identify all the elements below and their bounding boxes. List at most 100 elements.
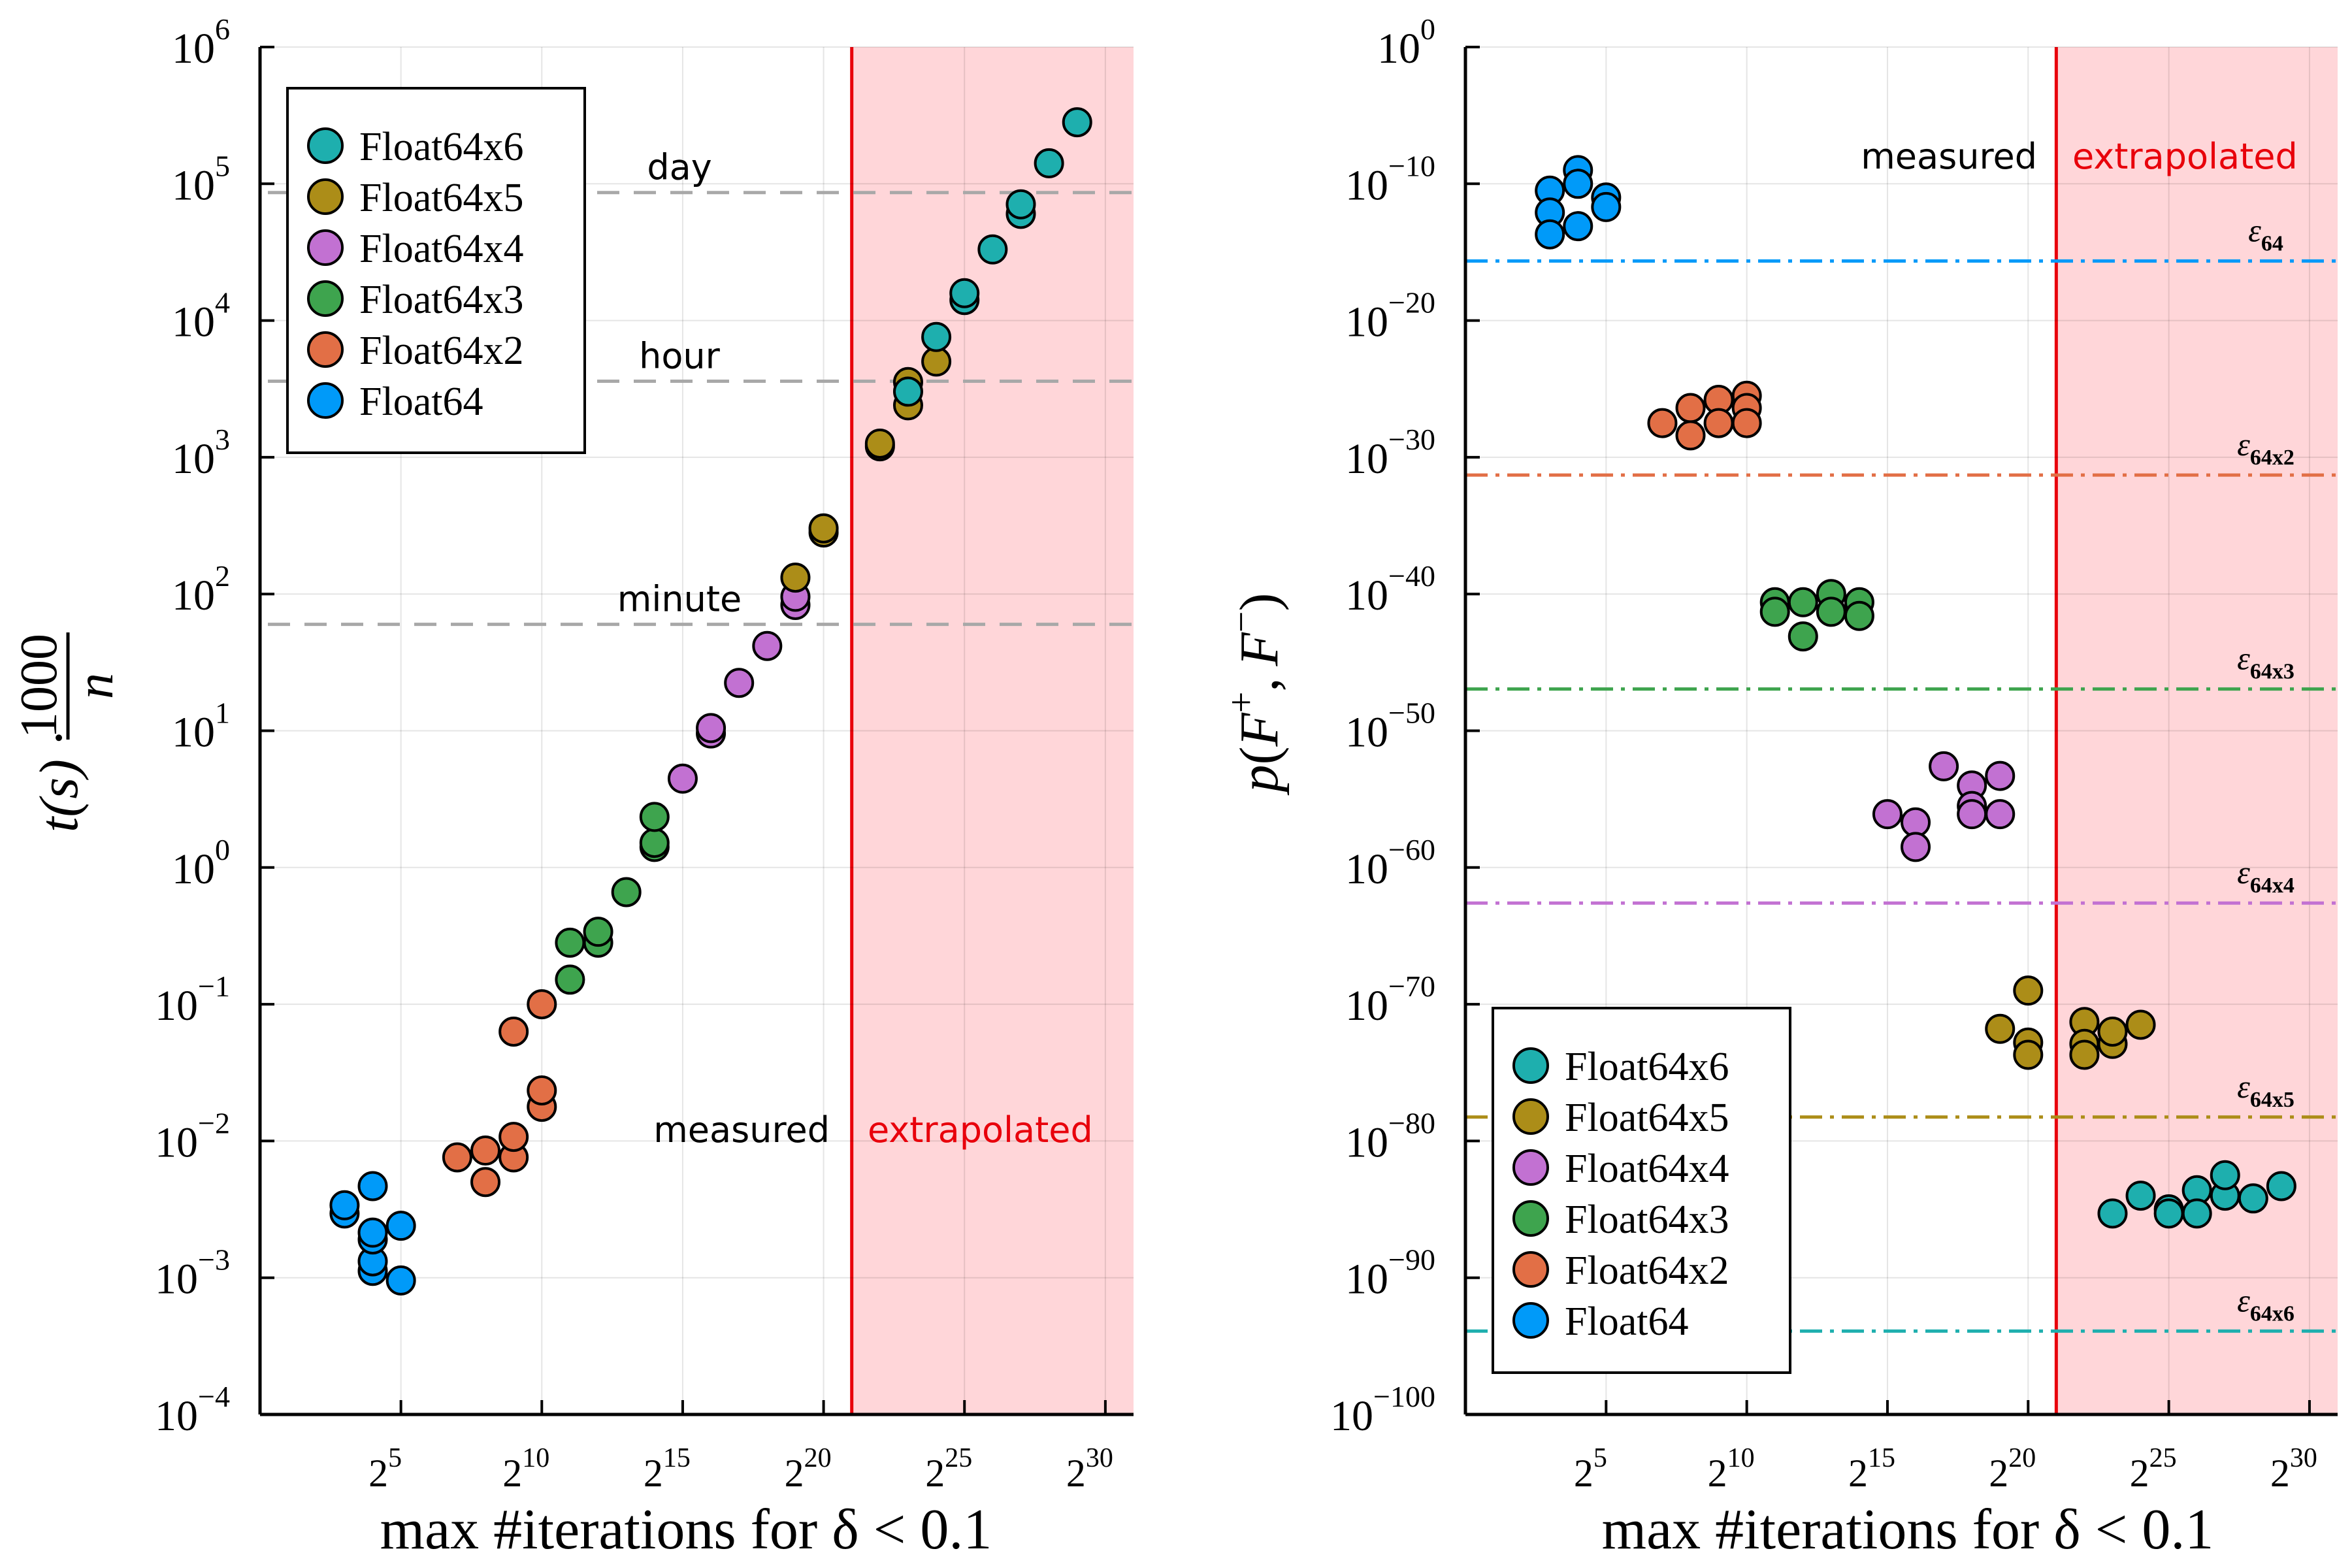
- left-point-float64x6-3: [949, 278, 980, 308]
- right-legend-label-float64x2: Float64x2: [1565, 1249, 1729, 1293]
- right-y-tick-label--90: 10−90: [1345, 1243, 1435, 1303]
- left-y-tick-label-base-2: 10: [172, 572, 215, 619]
- left-series-float64: [329, 1171, 416, 1296]
- left-y-tick-label-exp-5: 5: [215, 149, 230, 182]
- right-y-tick-label-exp--100: −100: [1373, 1380, 1435, 1413]
- right-y-axis-label-text: p(F+,F−): [1220, 593, 1290, 795]
- left-y-axis-label-denominator: n: [67, 673, 124, 699]
- left-x-tick-label-10: 210: [502, 1443, 549, 1495]
- right-y-tick-label--70: 10−70: [1345, 970, 1435, 1030]
- right-hline-label-eps-64x4: ε64x4: [2237, 854, 2295, 898]
- right-point-float64x2-4: [1703, 408, 1734, 438]
- left-legend-label-float64x2: Float64x2: [359, 329, 523, 373]
- left-point-float64x5-2: [808, 513, 839, 544]
- left-region-label-measured: measured: [653, 1109, 830, 1151]
- left-legend-label-float64x5: Float64x5: [359, 176, 523, 220]
- left-point-float64x4-2: [696, 713, 727, 743]
- left-y-axis-label-lhs: t(s) ·: [29, 732, 90, 832]
- right-hline-label-eps-64x5: ε64x5: [2237, 1068, 2295, 1112]
- left-legend-marker-float64x4: [307, 229, 344, 266]
- left-y-tick-label-exp-2: 2: [215, 559, 230, 593]
- left-x-tick-label-exp-10: 10: [522, 1443, 549, 1473]
- left-legend-marker-float64x2: [307, 331, 344, 368]
- left-y-tick-label-exp-6: 6: [215, 12, 230, 46]
- right-x-tick-label-exp-5: 5: [1593, 1443, 1607, 1473]
- right-point-float64-5: [1563, 211, 1593, 242]
- right-y-tick-label-exp--40: −40: [1388, 559, 1435, 593]
- right-y-axis-label-open-paren: (: [1229, 747, 1290, 765]
- left-point-float64x2-2: [470, 1135, 501, 1166]
- right-hline-label-eps-base-64x2: ε: [2237, 426, 2250, 463]
- left-y-tick-label-base--3: 10: [155, 1256, 198, 1303]
- left-y-tick-label--3: 10−3: [155, 1243, 230, 1303]
- left-y-tick-label-base-5: 10: [172, 161, 215, 209]
- right-hline-label-eps-64x6: ε64x6: [2237, 1282, 2295, 1326]
- left-point-float64x6-0: [892, 376, 923, 407]
- right-hline-label-eps-sub-64x2: 64x2: [2250, 446, 2295, 470]
- left-x-tick-label-base-25: 2: [925, 1452, 945, 1495]
- left-point-float64x5-0: [780, 563, 811, 593]
- right-y-tick-label-0: 100: [1377, 12, 1435, 73]
- left-point-float64x6-1: [921, 321, 952, 352]
- right-y-tick-label-exp--30: −30: [1388, 423, 1435, 456]
- right-y-tick-label--50: 10−50: [1345, 696, 1435, 757]
- left-x-tick-label-30: 230: [1066, 1443, 1113, 1495]
- right-point-float64x4-6: [1957, 799, 1987, 830]
- left-legend-label-float64: Float64: [359, 380, 483, 424]
- right-legend-marker-float64x2: [1512, 1251, 1549, 1288]
- left-x-tick-label-base-30: 2: [1066, 1452, 1086, 1495]
- right-y-tick-label-base-0: 10: [1377, 25, 1420, 73]
- right-legend-marker-float64: [1512, 1302, 1549, 1339]
- right-point-float64x6-5: [2181, 1198, 2212, 1229]
- right-point-float64x6-9: [2266, 1171, 2296, 1201]
- right-hline-label-eps-sub-64: 64: [2261, 232, 2283, 256]
- right-x-tick-label-exp-15: 15: [1868, 1443, 1895, 1473]
- right-hline-label-eps-base-64x5: ε: [2237, 1068, 2250, 1105]
- left-point-float64x4-4: [752, 630, 783, 661]
- right-x-tick-label-base-15: 2: [1848, 1452, 1868, 1495]
- right-y-axis-label-close-paren: ): [1229, 593, 1290, 611]
- left-y-tick-label-exp--3: −3: [198, 1243, 230, 1277]
- left-y-tick-label-0: 100: [172, 833, 230, 893]
- left-point-float64x3-7: [639, 802, 670, 832]
- right-point-float64x2-0: [1647, 408, 1678, 438]
- right-hline-label-eps-sub-64x3: 64x3: [2250, 660, 2295, 684]
- right-hline-label-eps-64x2: ε64x2: [2237, 426, 2295, 470]
- right-legend-label-float64x4: Float64x4: [1565, 1147, 1729, 1191]
- left-point-float64x6-6: [1005, 189, 1036, 220]
- right-y-tick-label-exp--70: −70: [1388, 970, 1435, 1003]
- left-x-tick-label-exp-25: 25: [945, 1443, 972, 1473]
- right-y-tick-label--80: 10−80: [1345, 1106, 1435, 1166]
- left-point-float64x2-7: [527, 1075, 557, 1105]
- right-x-tick-label-base-25: 2: [2130, 1452, 2149, 1495]
- left-legend-label-float64x3: Float64x3: [359, 278, 523, 322]
- left-point-float64-6: [357, 1171, 388, 1201]
- left-legend-label-float64x6: Float64x6: [359, 125, 523, 169]
- right-point-float64x2-2: [1675, 420, 1706, 451]
- left-y-tick-label-base--4: 10: [155, 1392, 198, 1440]
- right-x-tick-label-25: 225: [2130, 1443, 2177, 1495]
- left-y-tick-label-exp--1: −1: [198, 970, 230, 1003]
- right-x-tick-label-20: 220: [1989, 1443, 2036, 1495]
- left-point-float64x2-8: [527, 989, 557, 1020]
- left-legend-marker-float64: [307, 382, 344, 419]
- right-x-tick-label-base-5: 2: [1574, 1452, 1593, 1495]
- right-region-label-measured: measured: [1861, 136, 2037, 177]
- right-y-tick-label-exp--10: −10: [1388, 149, 1435, 182]
- right-hline-label-eps-base-64x3: ε: [2237, 640, 2250, 677]
- right-point-float64x2-1: [1675, 393, 1706, 423]
- right-y-tick-label-exp--20: −20: [1388, 286, 1435, 319]
- right-x-tick-label-base-30: 2: [2270, 1452, 2290, 1495]
- left-y-axis-label: t(s) · 1000 n: [10, 632, 124, 832]
- right-y-axis-label-plus: +: [1220, 692, 1262, 713]
- left-y-tick-label-base-1: 10: [172, 709, 215, 757]
- left-x-tick-label-exp-20: 20: [804, 1443, 832, 1473]
- left-point-float64x6-4: [977, 234, 1008, 265]
- right-y-tick-label-base--30: 10: [1345, 435, 1388, 483]
- right-y-tick-label-base--90: 10: [1345, 1256, 1388, 1303]
- right-y-axis-label-comma: ,: [1229, 678, 1290, 692]
- right-x-tick-label-exp-20: 20: [2008, 1443, 2036, 1473]
- right-legend-marker-float64x5: [1512, 1098, 1549, 1135]
- right-point-float64x6-8: [2238, 1183, 2268, 1214]
